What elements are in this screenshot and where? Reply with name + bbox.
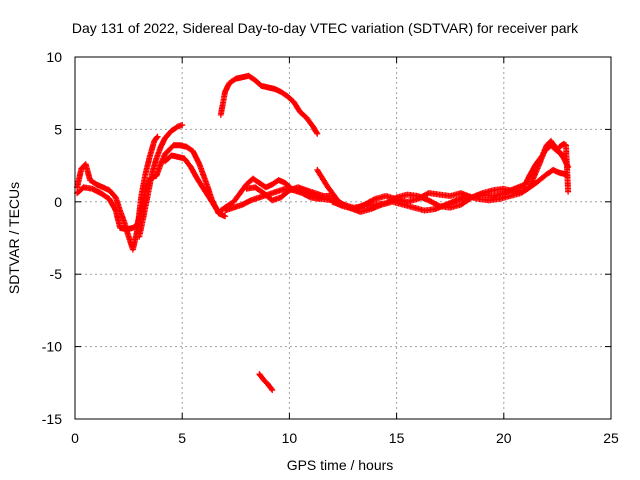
series-track-c xyxy=(136,122,186,240)
series-track-d xyxy=(162,152,224,217)
axis-ticks: 0 5 10 15 20 25 -15 -10 -5 0 5 10 xyxy=(42,49,619,446)
x-tick-label: 0 xyxy=(71,430,79,446)
data-point-markers xyxy=(256,371,276,394)
data-point-markers xyxy=(217,72,321,137)
data-point-markers xyxy=(329,166,569,212)
series-track-h xyxy=(217,72,321,137)
data-point-markers xyxy=(556,140,572,195)
x-tick-label: 5 xyxy=(178,430,186,446)
y-tick-label: 10 xyxy=(46,49,62,65)
chart-title: Day 131 of 2022, Sidereal Day-to-day VTE… xyxy=(72,20,579,36)
series-track-l xyxy=(329,166,569,212)
y-tick-label: -5 xyxy=(50,266,63,282)
y-tick-label: -10 xyxy=(42,339,62,355)
series-track-b xyxy=(74,142,229,233)
plot-frame xyxy=(74,56,612,420)
y-axis-label: SDTVAR / TECUs xyxy=(6,182,22,294)
x-tick-label: 15 xyxy=(389,430,405,446)
x-tick-label: 10 xyxy=(282,430,298,446)
x-tick-label: 25 xyxy=(603,430,619,446)
data-point-markers xyxy=(136,122,186,240)
data-point-markers xyxy=(74,142,229,233)
grid xyxy=(75,57,611,419)
data-point-markers xyxy=(162,152,224,217)
series-track-m xyxy=(556,140,572,195)
y-tick-label: 0 xyxy=(54,194,62,210)
x-axis-label: GPS time / hours xyxy=(287,457,394,473)
data-points xyxy=(74,72,572,394)
x-tick-label: 20 xyxy=(496,430,512,446)
y-tick-label: -15 xyxy=(42,411,62,427)
series-track-i xyxy=(256,371,276,394)
y-tick-label: 5 xyxy=(54,121,62,137)
